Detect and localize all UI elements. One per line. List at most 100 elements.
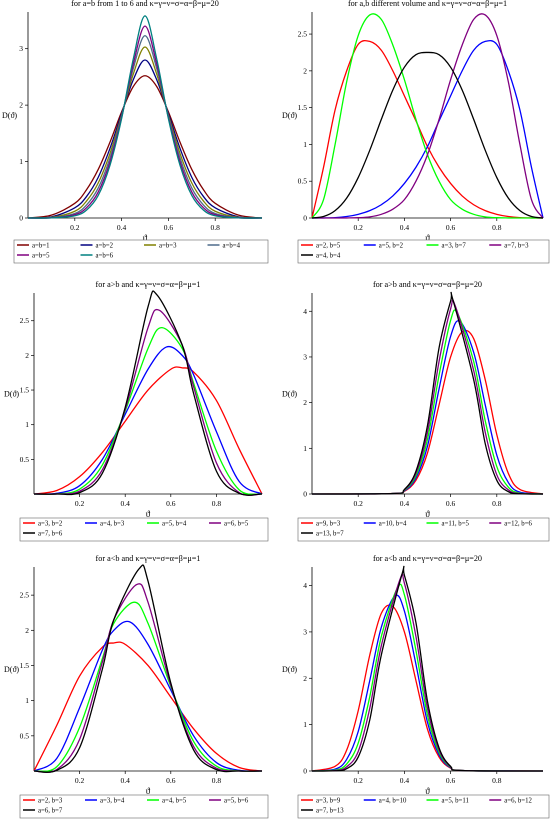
legend-label: a=7, b=6	[38, 531, 63, 538]
y-tick-label: 2	[19, 101, 23, 110]
legend-box	[19, 794, 269, 819]
y-tick-label: 0.5	[298, 177, 308, 186]
legend-label: a=5, b=6	[224, 798, 249, 805]
legend-label: a=3, b=9	[316, 798, 341, 805]
series-line	[33, 366, 263, 495]
legend-label: a=6, b=7	[38, 808, 63, 815]
x-tick-label: 0.4	[117, 223, 127, 232]
y-axis-label: D(ϑ)	[4, 665, 19, 674]
series-line	[33, 327, 263, 495]
y-tick-label: 2	[303, 674, 307, 683]
legend-box	[13, 239, 269, 264]
series-line	[311, 309, 544, 495]
y-axis-label: D(ϑ)	[282, 665, 297, 674]
legend-box	[297, 794, 550, 819]
legend-label: a=7, b=13	[316, 808, 344, 815]
y-tick-label: 0	[303, 767, 307, 776]
x-axis-label: ϑ	[146, 509, 151, 519]
legend-label: a=10, b=4	[379, 521, 407, 528]
chart-panel: for a>b and κ=γ=ν=σ=α=β=μ=20 0.2 0.4 0.6 0.8…	[282, 280, 550, 542]
series-line	[311, 594, 544, 772]
y-tick-label: 1	[25, 696, 29, 705]
chart-title: for a<b and κ=γ=ν=σ=α=β=μ=1	[96, 554, 201, 563]
x-axis-label: ϑ	[146, 786, 151, 796]
x-tick-label: 0.2	[354, 499, 364, 508]
series-line	[27, 46, 263, 219]
y-tick-label: 0	[19, 214, 23, 223]
y-tick-label: 2	[303, 398, 307, 407]
x-axis-label: ϑ	[425, 233, 430, 243]
x-tick-label: 0.6	[446, 776, 456, 785]
chart-panel: for a<b and κ=γ=ν=σ=α=β=μ=20 0.2 0.4 0.6 0.8…	[282, 554, 550, 819]
series-line	[311, 573, 544, 772]
x-tick-label: 0.2	[70, 223, 80, 232]
legend-label: a=3, b=2	[38, 521, 63, 528]
chart-title: for a>b and κ=γ=ν=σ=α=β=μ=1	[96, 280, 201, 289]
series-line	[33, 345, 263, 495]
y-axis-label: D(ϑ)	[4, 390, 19, 399]
series-line	[311, 291, 544, 495]
x-tick-label: 0.8	[212, 499, 222, 508]
y-tick-label: 0.5	[20, 731, 30, 740]
series-line	[311, 604, 544, 772]
series-line	[33, 564, 263, 773]
series-line	[311, 13, 543, 219]
legend-label: a=4, b=4	[316, 253, 341, 260]
x-axis-label: ϑ	[425, 786, 430, 796]
series-line	[33, 583, 263, 773]
series-line	[311, 320, 544, 495]
x-tick-label: 0.2	[354, 223, 364, 232]
legend-label: a=6, b=12	[504, 798, 532, 805]
chart-title: for a=b from 1 to 6 and κ=γ=ν=σ=α=β=μ=20	[71, 0, 219, 8]
y-tick-label: 2.5	[298, 30, 308, 39]
series-line	[311, 51, 544, 219]
x-tick-label: 0.2	[75, 776, 85, 785]
y-tick-label: 1.5	[298, 103, 308, 112]
y-tick-label: 2.5	[20, 316, 30, 325]
series-line	[312, 13, 544, 219]
legend-box	[19, 517, 269, 542]
x-axis-label: ϑ	[143, 233, 148, 243]
legend-label: a=b=6	[96, 253, 114, 260]
series-line	[27, 35, 263, 219]
y-tick-label: 4	[303, 307, 307, 316]
chart-title: for a,b different volume and κ=γ=ν=σ=α=β…	[348, 0, 507, 8]
x-tick-label: 0.6	[166, 499, 176, 508]
legend-label: a=4, b=10	[379, 798, 407, 805]
series-line	[311, 565, 544, 772]
y-tick-label: 2	[25, 351, 29, 360]
series-line	[33, 620, 263, 772]
x-tick-label: 0.6	[446, 223, 456, 232]
legend-label: a=b=2	[96, 243, 114, 250]
series-line	[311, 329, 544, 495]
legend-label: a=2, b=3	[38, 798, 63, 805]
x-tick-label: 0.4	[400, 776, 410, 785]
chart-panel: for a>b and κ=γ=ν=σ=α=β=μ=1 0.2 0.4 0.6 0.8 0…	[4, 280, 269, 542]
x-tick-label: 0.6	[164, 223, 174, 232]
legend-label: a=7, b=3	[504, 243, 529, 250]
y-tick-label: 1.5	[20, 661, 30, 670]
y-tick-label: 2	[303, 66, 307, 75]
y-tick-label: 3	[303, 352, 307, 361]
y-tick-label: 3	[19, 44, 23, 53]
x-tick-label: 0.2	[75, 499, 85, 508]
legend-label: a=4, b=5	[162, 798, 187, 805]
y-tick-label: 1	[303, 444, 307, 453]
x-tick-label: 0.4	[400, 223, 410, 232]
legend-label: a=b=3	[159, 243, 177, 250]
legend-label: a=12, b=6	[504, 521, 532, 528]
y-axis-label: D(ϑ)	[282, 111, 297, 120]
series-line	[33, 308, 263, 496]
chart-title: for a>b and κ=γ=ν=σ=α=β=μ=20	[373, 280, 482, 289]
x-tick-label: 0.4	[121, 499, 131, 508]
y-tick-label: 1	[19, 157, 23, 166]
x-tick-label: 0.4	[400, 499, 410, 508]
series-line	[33, 290, 263, 496]
y-axis-label: D(ϑ)	[282, 390, 297, 399]
chart-panel: for a=b from 1 to 6 and κ=γ=ν=σ=α=β=μ=20…	[2, 0, 269, 264]
x-tick-label: 0.8	[211, 223, 221, 232]
x-tick-label: 0.8	[492, 223, 502, 232]
legend-label: a=2, b=5	[316, 243, 341, 250]
series-line	[33, 641, 263, 772]
